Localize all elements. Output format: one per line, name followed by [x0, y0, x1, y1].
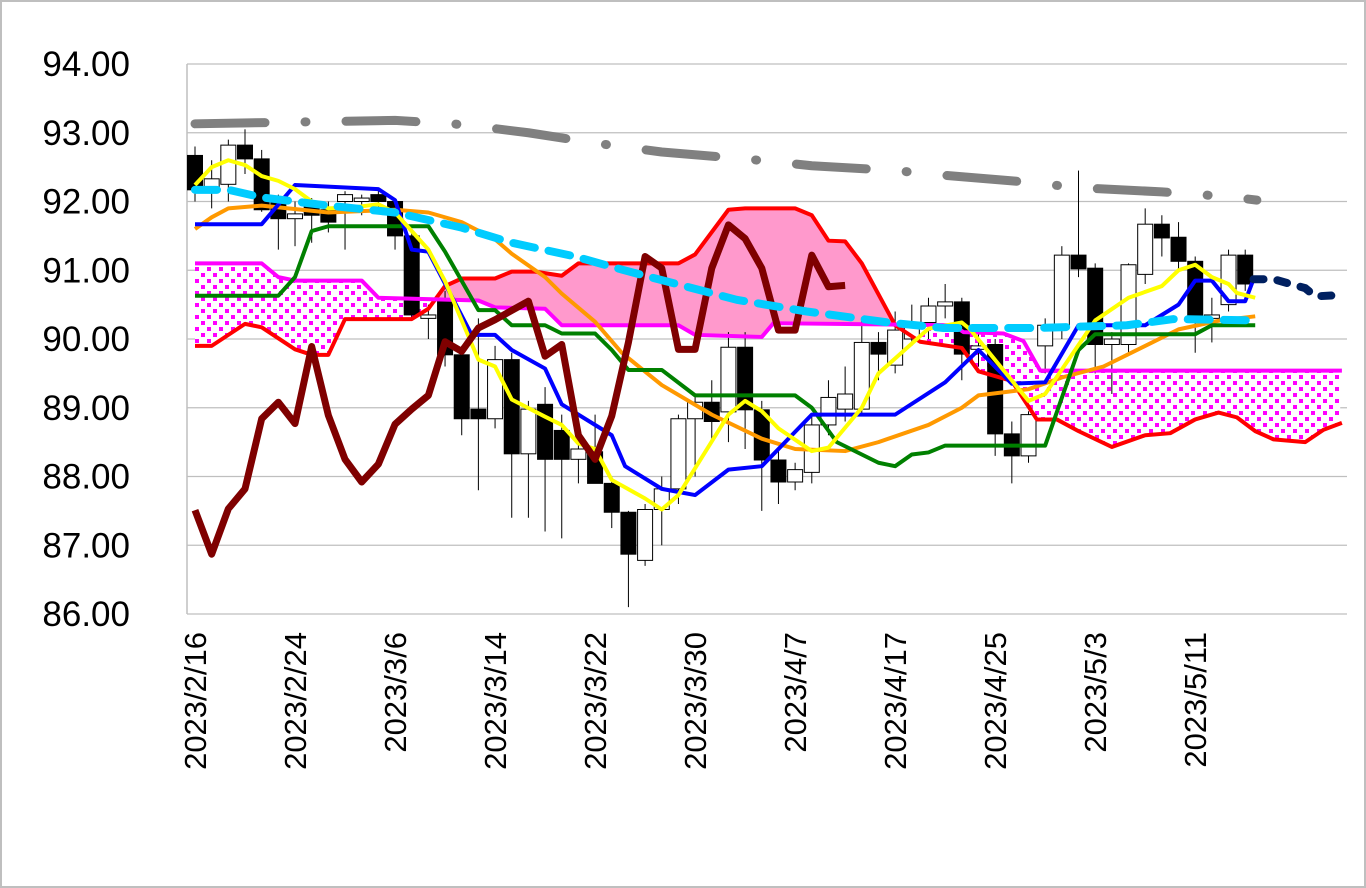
bullish-candle [1020, 414, 1037, 457]
bullish-candle [637, 509, 654, 561]
line-ma-long [190, 115, 1262, 205]
line-ma-mid [191, 185, 1260, 332]
x-axis: 2023/2/16 2023/2/24 2023/3/6 2023/3/14 2023/… [178, 632, 1213, 770]
y-tick-label: 89.00 [42, 389, 130, 428]
x-tick-label: 2023/4/7 [778, 632, 813, 753]
bullish-candle [820, 396, 837, 426]
bearish-cloud-area [195, 263, 436, 355]
x-tick-label: 2023/5/3 [1078, 632, 1113, 753]
bearish-candle [553, 429, 570, 460]
x-tick-label: 2023/3/22 [578, 632, 613, 770]
bullish-candle [220, 144, 237, 185]
bearish-cloud-area [895, 324, 1341, 447]
bearish-candle [403, 235, 420, 316]
y-tick-label: 86.00 [42, 595, 130, 634]
line-chikou [191, 221, 846, 558]
x-tick-label: 2023/2/24 [278, 632, 313, 770]
bearish-candle [620, 511, 637, 555]
indicator-lines [190, 115, 1346, 558]
bearish-candle [1070, 254, 1087, 270]
y-tick-label: 92.00 [42, 183, 130, 222]
y-tick-label: 94.00 [42, 45, 130, 84]
x-tick-label: 2023/4/17 [878, 632, 913, 770]
x-tick-label: 2023/4/25 [978, 632, 1013, 770]
y-axis: 86.00 87.00 88.00 89.00 90.00 91.00 92.00 93.00… [42, 45, 130, 634]
line-senkou-b [195, 261, 1342, 373]
bearish-candle [470, 408, 487, 420]
x-tick-label: 2023/3/14 [478, 632, 513, 770]
bullish-candle [520, 408, 537, 455]
bearish-candle [870, 341, 887, 355]
bearish-candle [1170, 236, 1187, 262]
bullish-candle [920, 305, 937, 323]
bullish-candle [720, 346, 737, 413]
line-forecast [1249, 275, 1346, 301]
bullish-candle [337, 194, 354, 202]
bullish-candle [787, 469, 804, 483]
bullish-candle [570, 448, 587, 460]
bearish-candle [503, 359, 520, 455]
x-tick-label: 2023/5/11 [1178, 632, 1213, 768]
y-tick-label: 93.00 [42, 114, 130, 153]
y-tick-label: 88.00 [42, 458, 130, 497]
bullish-candle [937, 301, 954, 307]
bullish-candle [1053, 254, 1070, 328]
bullish-candle [1103, 338, 1120, 345]
line-senkou-a [195, 206, 1343, 449]
bullish-candle [420, 314, 437, 319]
bearish-candle [370, 194, 387, 202]
bearish-candle [453, 354, 470, 420]
y-tick-label: 90.00 [42, 320, 130, 359]
bearish-candle [237, 144, 254, 160]
bullish-candle [670, 418, 687, 490]
x-tick-label: 2023/3/30 [678, 632, 713, 770]
y-tick-label: 91.00 [42, 251, 130, 290]
bearish-candle [1153, 223, 1170, 239]
bearish-candle [603, 482, 620, 513]
line-tenkan [195, 183, 1256, 498]
x-tick-label: 2023/2/16 [178, 632, 213, 770]
bullish-candle [353, 197, 370, 202]
bearish-candle [770, 459, 787, 483]
y-tick-label: 87.00 [42, 526, 130, 565]
line-kijun [195, 224, 1256, 469]
bullish-candle [1137, 223, 1154, 275]
bullish-candle [837, 393, 854, 410]
bearish-candle [253, 158, 270, 211]
gridlines [186, 63, 1347, 615]
bearish-candle [1237, 254, 1254, 285]
x-tick-label: 2023/3/6 [378, 632, 413, 753]
bullish-candle [287, 213, 304, 220]
